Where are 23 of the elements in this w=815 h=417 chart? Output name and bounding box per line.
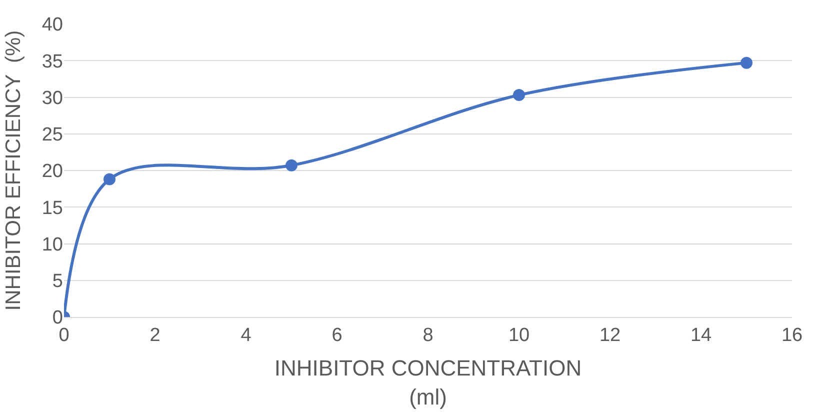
x-tick-label: 8 — [422, 324, 434, 346]
x-tick-label: 14 — [690, 324, 712, 346]
y-tick-label: 20 — [42, 161, 63, 182]
point — [286, 159, 298, 172]
y-axis-title: INHIBITOR EFFICIENCY (%) — [2, 30, 26, 311]
y-tick-label: 5 — [52, 271, 63, 292]
x-tick-label: 6 — [332, 324, 342, 346]
y-tick-label: 0 — [52, 308, 63, 329]
point — [740, 56, 752, 69]
x-tick-label: 12 — [599, 324, 621, 346]
x-tick-label: 4 — [240, 324, 252, 346]
point — [104, 173, 116, 186]
x-axis-title: INHIBITOR CONCENTRATION (ml) — [274, 356, 582, 410]
y-tick-label: 15 — [42, 198, 63, 219]
y-tick-label: 30 — [42, 88, 63, 109]
point — [513, 89, 525, 102]
y-tick-label: 35 — [42, 51, 63, 72]
y-tick-label: 10 — [42, 234, 63, 256]
x-tick-label: 16 — [781, 324, 803, 346]
x-tick-label: 10 — [508, 324, 530, 346]
y-tick-label: 25 — [42, 124, 63, 146]
x-tick-label: 2 — [150, 324, 160, 346]
y-tick-label: 40 — [42, 14, 63, 36]
